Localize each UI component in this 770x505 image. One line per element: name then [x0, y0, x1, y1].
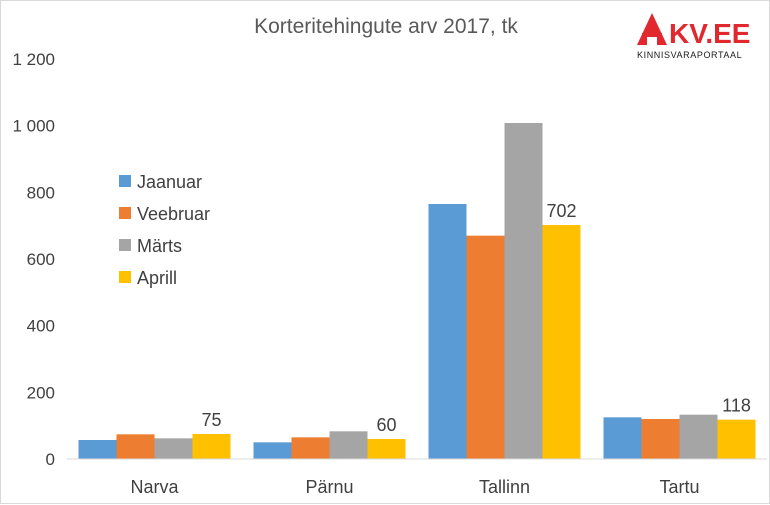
- bar-tallinn-aprill: [542, 225, 581, 459]
- data-label-tartu: 118: [722, 396, 751, 416]
- y-tick-label: 1 200: [12, 50, 55, 69]
- bar-narva-märts: [154, 438, 193, 459]
- bar-tallinn-märts: [504, 123, 543, 459]
- y-tick-label: 800: [27, 183, 55, 202]
- y-tick-label: 1 000: [12, 117, 55, 136]
- y-tick-label: 0: [46, 450, 55, 469]
- y-tick-label: 400: [27, 317, 55, 336]
- data-labels: 75 60 702 118: [201, 201, 750, 435]
- legend-label-märts: Märts: [137, 236, 182, 256]
- bar-pärnu-veebruar: [291, 437, 330, 459]
- logo-brand: KV.EE: [669, 18, 750, 49]
- legend-label-aprill: Aprill: [137, 268, 177, 288]
- data-label-tallinn: 702: [546, 201, 576, 221]
- y-tick-label: 600: [27, 250, 55, 269]
- x-tick-label: Pärnu: [305, 477, 353, 497]
- x-tick-label: Tartu: [659, 477, 699, 497]
- y-axis: 0 200 400 600 800 1 000 1 200: [12, 50, 55, 469]
- data-label-narva: 75: [201, 410, 221, 430]
- x-axis: Narva Pärnu Tallinn Tartu: [130, 477, 699, 497]
- legend-swatch-märts: [119, 239, 131, 251]
- bar-tallinn-jaanuar: [428, 204, 467, 459]
- chart-title: Korteritehingute arv 2017, tk: [254, 15, 518, 38]
- x-tick-label: Tallinn: [479, 477, 530, 497]
- bar-narva-aprill: [192, 434, 231, 459]
- bar-pärnu-märts: [329, 431, 368, 459]
- legend-label-jaanuar: Jaanuar: [137, 172, 202, 192]
- bar-pärnu-aprill: [367, 439, 406, 459]
- house-icon: [637, 13, 667, 45]
- bar-tartu-märts: [679, 414, 718, 459]
- bar-tallinn-veebruar: [466, 235, 505, 459]
- logo-tagline: KINNISVARAPORTAAL: [637, 50, 742, 60]
- legend: Jaanuar Veebruar Märts Aprill: [119, 172, 210, 288]
- legend-label-veebruar: Veebruar: [137, 204, 210, 224]
- bar-narva-jaanuar: [78, 440, 117, 459]
- legend-swatch-aprill: [119, 271, 131, 283]
- bars: [78, 123, 756, 459]
- data-label-pärnu: 60: [376, 415, 396, 435]
- bar-narva-veebruar: [116, 434, 155, 459]
- y-tick-label: 200: [27, 383, 55, 402]
- bar-tartu-jaanuar: [603, 417, 642, 459]
- x-tick-label: Narva: [130, 477, 179, 497]
- bar-tartu-veebruar: [641, 419, 680, 459]
- kv-ee-logo: KV.EE KINNISVARAPORTAAL: [637, 13, 750, 60]
- bar-pärnu-jaanuar: [253, 442, 292, 459]
- legend-swatch-veebruar: [119, 207, 131, 219]
- legend-swatch-jaanuar: [119, 175, 131, 187]
- bar-tartu-aprill: [717, 419, 756, 459]
